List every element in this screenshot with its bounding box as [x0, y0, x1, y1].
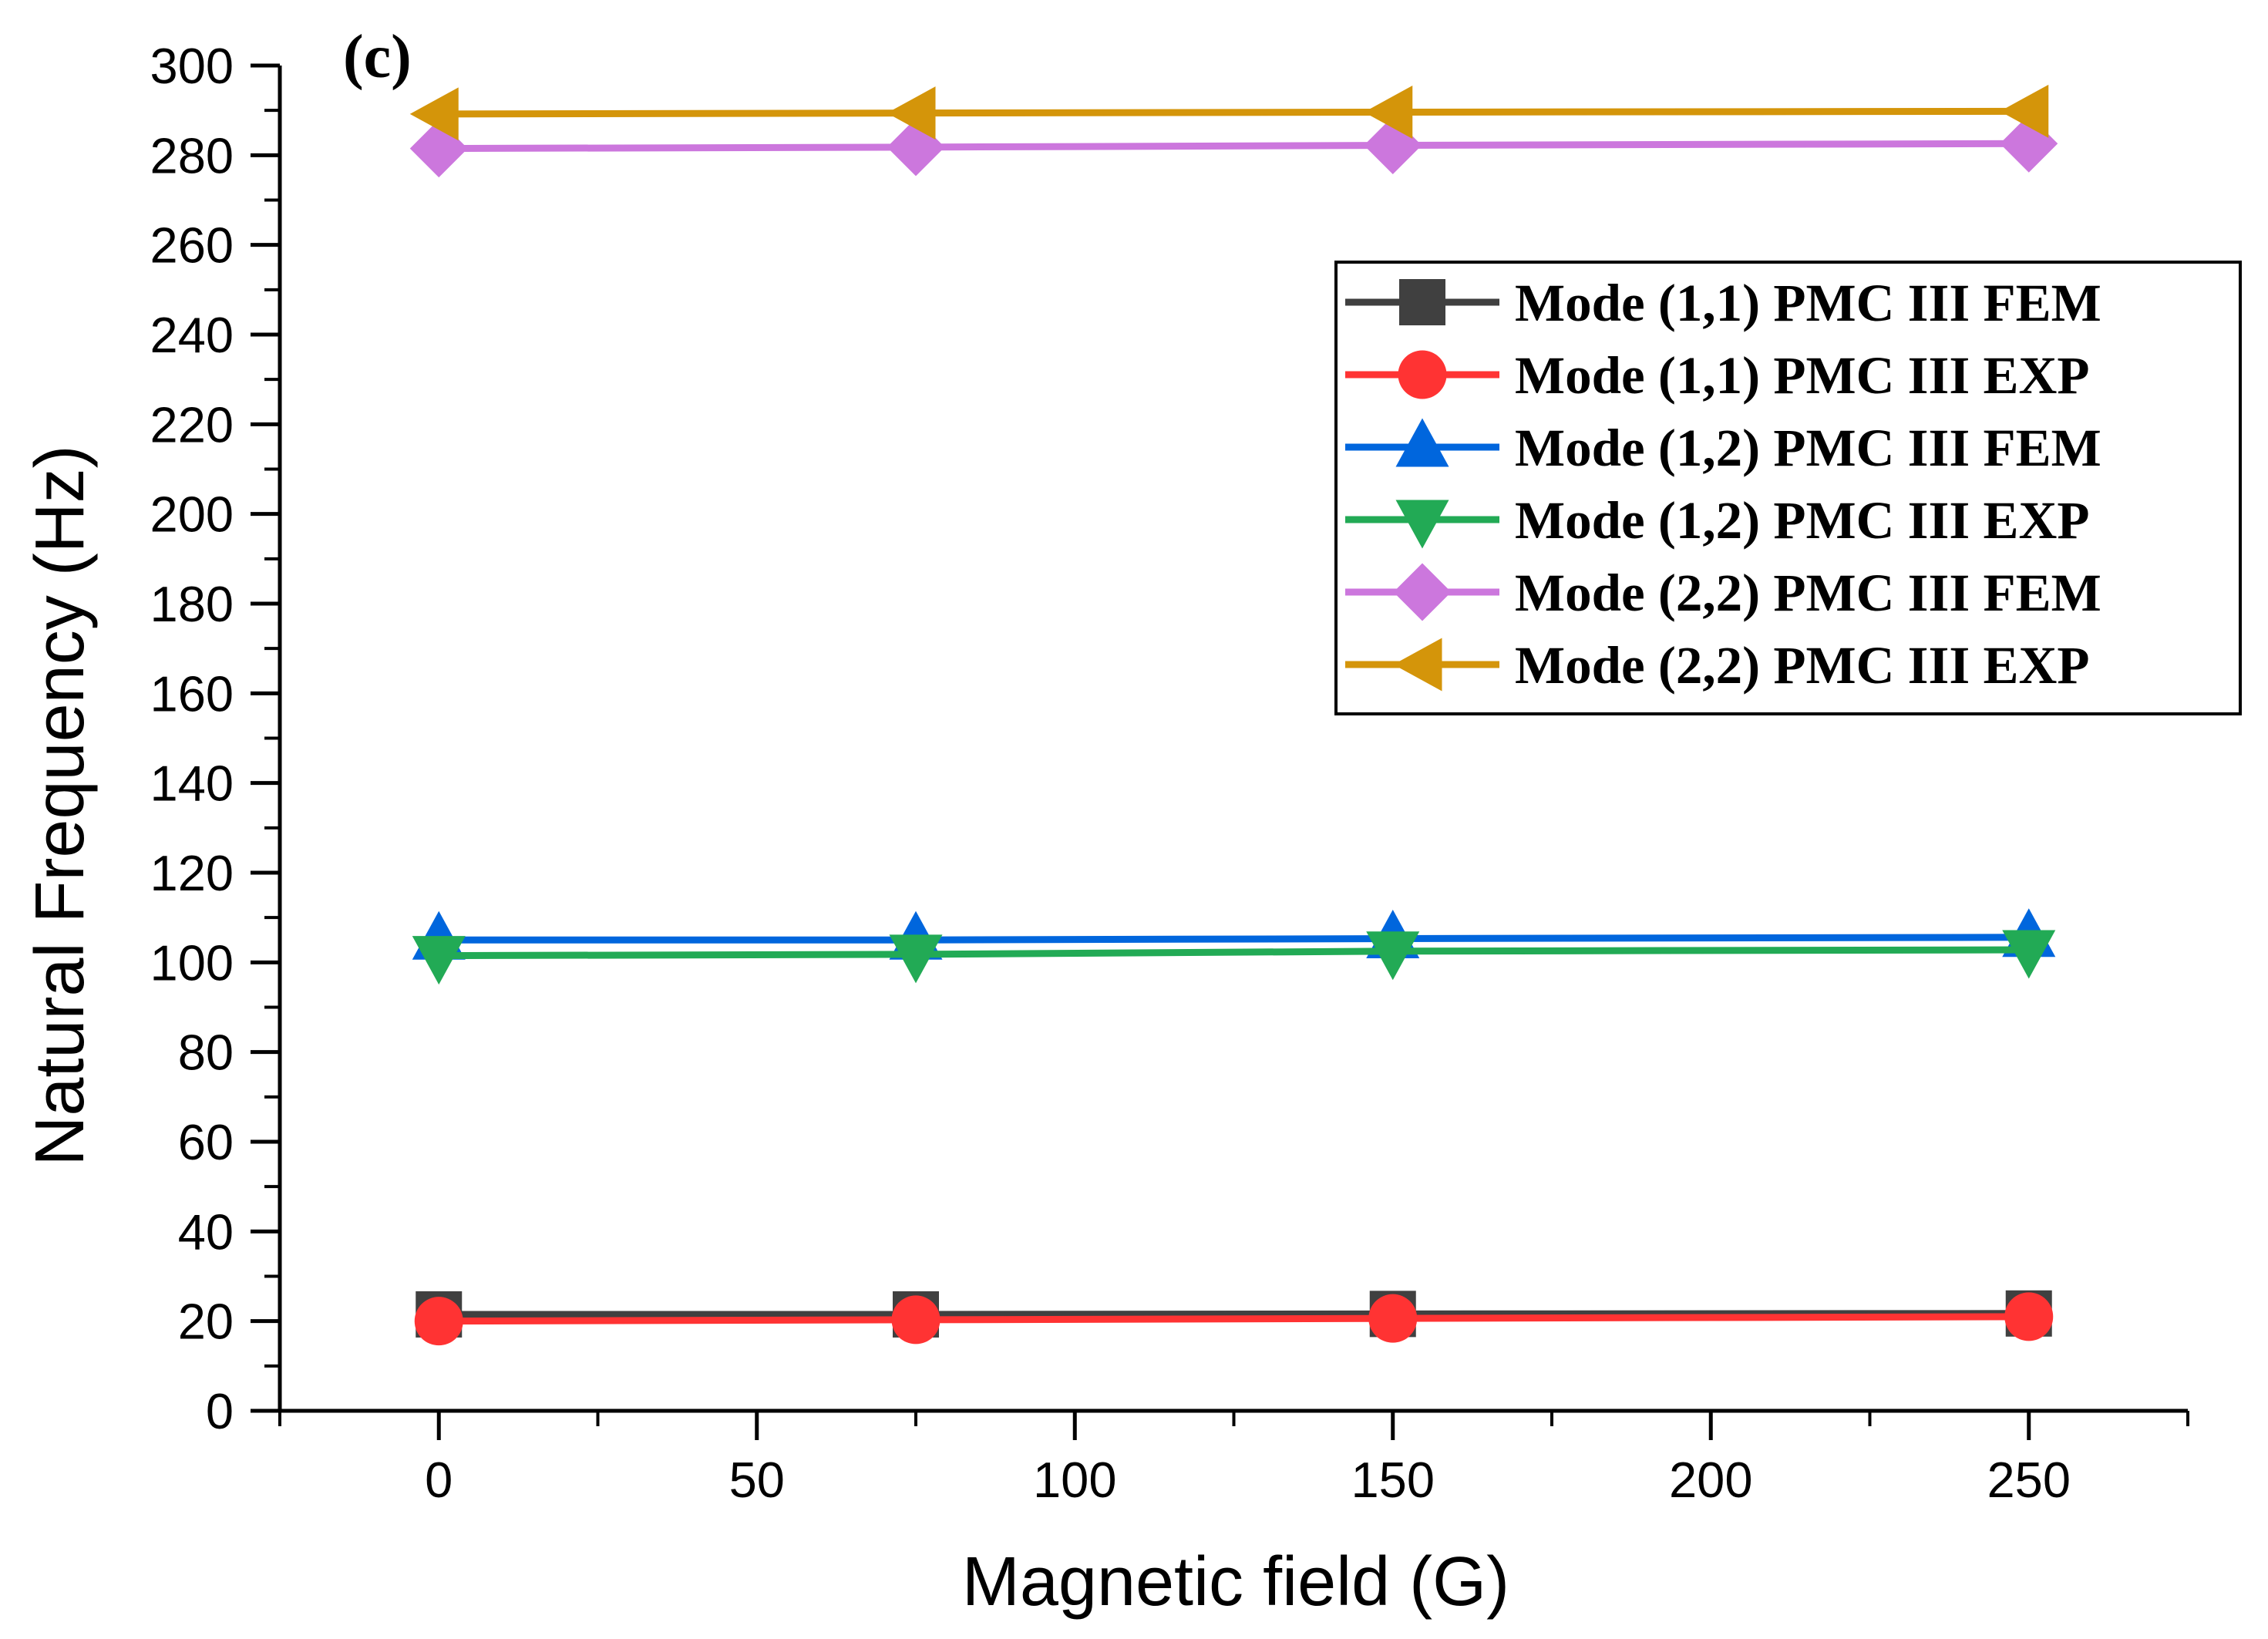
legend-label: Mode (1,1) PMC III FEM [1515, 274, 2101, 332]
y-tick-label: 20 [178, 1294, 234, 1350]
y-tick-label: 100 [150, 934, 234, 991]
series-line [439, 1313, 2029, 1325]
series-line [439, 107, 2029, 118]
data-point [1366, 931, 1420, 981]
legend-marker [1399, 279, 1445, 325]
data-point [2002, 930, 2056, 979]
legend-box [1334, 261, 2242, 715]
y-tick-label: 240 [150, 307, 234, 363]
x-tick-label: 100 [1033, 1452, 1116, 1508]
x-tick-label: 50 [729, 1452, 785, 1508]
axes: 0 20 40 60 80 100 120 140 160 180 200 220 240 260 280 3… [150, 38, 2189, 1508]
y-tick-label: 180 [150, 576, 234, 632]
data-point [889, 934, 943, 984]
data-point [412, 936, 466, 985]
x-tick-label: 250 [1987, 1452, 2071, 1508]
legend-label: Mode (1,2) PMC III EXP [1515, 491, 2090, 550]
legend-marker [1398, 350, 1447, 399]
y-tick-label: 200 [150, 486, 234, 543]
legend-marker [1393, 563, 1452, 621]
x-tick-label: 200 [1669, 1452, 1752, 1508]
x-axis-title: Magnetic field (G) [962, 1543, 1509, 1620]
series-6 [409, 84, 2049, 141]
legend-marker [1395, 418, 1449, 467]
series-line [439, 934, 2029, 944]
data-point [887, 86, 936, 140]
data-point [409, 87, 459, 141]
x-tick-label: 0 [425, 1452, 453, 1508]
series-4 [412, 930, 2056, 985]
x-tick-label: 150 [1351, 1452, 1435, 1508]
legend-label: Mode (2,2) PMC III EXP [1515, 636, 2090, 695]
legend-label: Mode (2,2) PMC III FEM [1515, 564, 2101, 622]
y-tick-label: 60 [178, 1114, 234, 1170]
legend-item: Mode (2,2) PMC III FEM [1345, 563, 2101, 622]
series-line [439, 946, 2029, 960]
data-point [891, 1295, 941, 1345]
series-5 [409, 114, 2058, 178]
series-layer [409, 84, 2058, 1346]
data-point [1364, 85, 1413, 139]
series-2 [414, 1292, 2054, 1346]
y-tick-label: 260 [150, 217, 234, 274]
series-line [439, 140, 2029, 153]
data-point [2000, 84, 2049, 138]
data-point [2004, 1292, 2054, 1341]
data-point [1368, 1294, 1418, 1343]
legend-item: Mode (2,2) PMC III EXP [1345, 636, 2090, 695]
y-tick-label: 0 [206, 1383, 234, 1439]
data-point [414, 1297, 463, 1346]
legend-marker [1393, 638, 1442, 692]
y-tick-label: 40 [178, 1203, 234, 1260]
panel-label: (c) [343, 23, 412, 91]
legend-item: Mode (1,2) PMC III FEM [1345, 418, 2101, 477]
y-tick-label: 160 [150, 665, 234, 722]
y-tick-label: 120 [150, 845, 234, 901]
legend-label: Mode (1,1) PMC III EXP [1515, 346, 2090, 405]
legend-item: Mode (1,1) PMC III EXP [1345, 346, 2090, 405]
legend-marker [1395, 500, 1449, 549]
legend: Mode (1,1) PMC III FEM Mode (1,1) PMC III… [1334, 261, 2242, 715]
y-tick-label: 280 [150, 127, 234, 183]
legend-item: Mode (1,2) PMC III EXP [1345, 491, 2090, 550]
legend-item: Mode (1,1) PMC III FEM [1345, 274, 2101, 332]
y-tick-label: 220 [150, 396, 234, 453]
y-tick-label: 140 [150, 756, 234, 812]
y-axis-title: Natural Frequency (Hz) [22, 445, 99, 1166]
legend-label: Mode (1,2) PMC III FEM [1515, 419, 2101, 477]
y-tick-label: 80 [178, 1025, 234, 1081]
y-tick-label: 300 [150, 38, 234, 94]
